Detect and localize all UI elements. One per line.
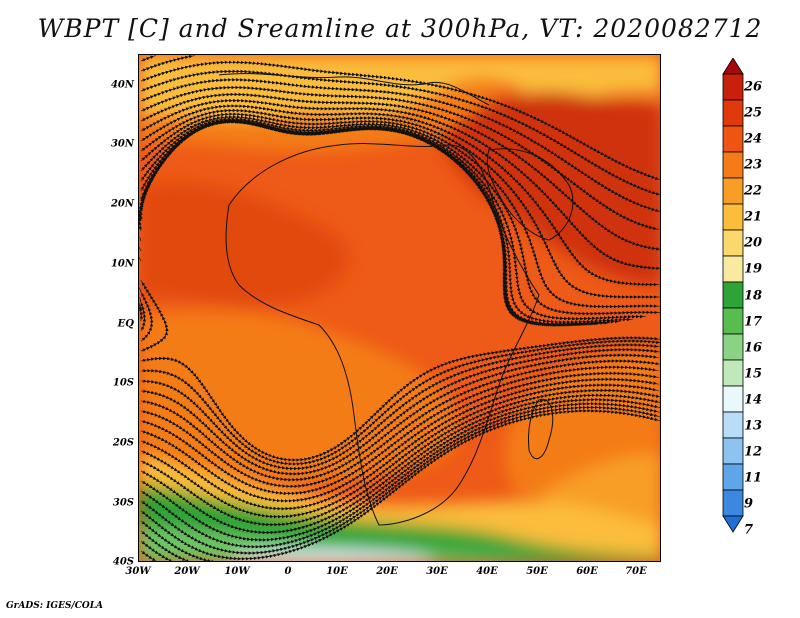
lat-tick-label: 30S [112,497,134,509]
colorbar-segment [722,99,744,127]
lon-tick-label: 0 [284,566,292,577]
colorbar-segment [722,437,744,465]
colorbar-segment [722,333,744,361]
colorbar-label: 9 [744,496,754,512]
streamline [140,550,157,561]
streamline [139,257,142,262]
lat-tick-label: 40S [112,556,134,568]
colorbar-segment [722,463,744,491]
colorbar-segment [722,359,744,387]
lon-tick-label: 10E [326,566,348,577]
colorbar-label: 20 [744,235,763,251]
streamline [140,409,660,561]
colorbar-segment [722,203,744,231]
colorbar-bottom-triangle [722,515,744,533]
colorbar-segment [722,151,744,179]
colorbar-label: 26 [744,79,763,95]
lat-tick-label: 10N [110,258,134,270]
colorbar-segment [722,411,744,439]
colorbar-segment [722,125,744,153]
colorbar-label: 7 [744,522,754,538]
colorbar-segment [722,281,744,309]
colorbar-label: 12 [744,444,763,460]
arabia-coastline [486,148,574,241]
europe-coastline [218,73,490,106]
lon-tick-label: 60E [576,566,598,577]
wbpt-streamline-map [139,55,660,561]
lon-tick-label: 20W [174,566,200,577]
colorbar-label: 24 [744,131,763,147]
colorbar-label: 21 [744,209,763,225]
colorbar-segment [722,73,744,101]
colorbar-segment [722,489,744,517]
lat-tick-label: 40N [110,79,134,91]
colorbar-label: 25 [744,105,763,121]
lon-tick-label: 10W [224,566,250,577]
colorbar-label: 16 [744,340,763,356]
lat-tick-label: EQ [117,318,134,330]
map-panel [138,54,661,562]
lon-tick-label: 70E [625,566,647,577]
lon-tick-label: 30E [426,566,448,577]
lon-tick-label: 30W [125,566,151,577]
colorbar-segment [722,229,744,257]
colorbar-segment [722,177,744,205]
colorbar-label: 18 [744,288,763,304]
streamline [139,119,591,327]
grads-credit: GrADS: IGES/COLA [6,601,104,611]
colorbar-label: 17 [744,314,763,330]
colorbar-label: 14 [744,392,763,408]
lat-tick-label: 20S [112,437,134,449]
colorbar-top-triangle [722,58,744,75]
colorbar-segment [722,385,744,413]
streamline [140,540,173,561]
colorbar-segment [722,307,744,335]
colorbar [722,58,744,533]
madagascar-coastline [528,398,554,460]
streamlines [139,55,660,561]
lat-tick-label: 10S [112,377,134,389]
lat-tick-label: 30N [110,138,134,150]
streamline [139,247,142,252]
lon-tick-label: 50E [526,566,548,577]
colorbar-label: 22 [744,183,763,199]
map-title: WBPT [C] and Sreamline at 300hPa, VT: 20… [37,14,763,43]
lon-tick-label: 40E [476,566,498,577]
lon-tick-label: 20E [376,566,398,577]
africa-coastline [225,143,540,526]
colorbar-label: 11 [744,470,763,486]
streamline [139,297,142,302]
colorbar-label: 23 [744,157,763,173]
colorbar-label: 13 [744,418,763,434]
streamline [139,237,142,242]
colorbar-label: 19 [744,261,763,277]
lat-tick-label: 20N [110,198,134,210]
coastlines [218,73,574,526]
streamline [139,287,142,292]
colorbar-label: 15 [744,366,763,382]
colorbar-segment [722,255,744,283]
